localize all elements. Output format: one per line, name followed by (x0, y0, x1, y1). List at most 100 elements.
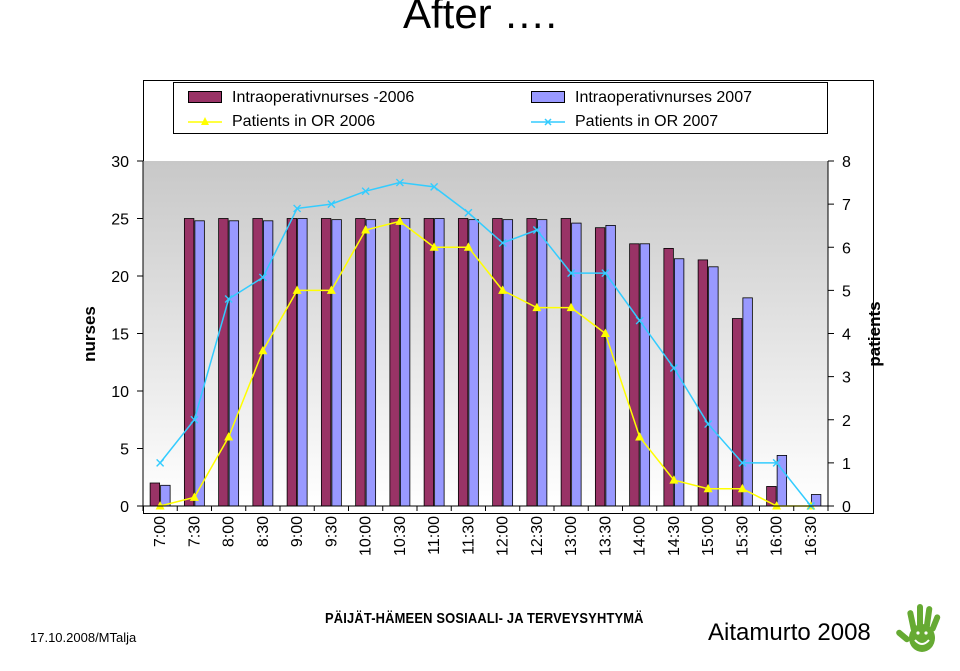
x-tick-label: 10:00 (358, 516, 375, 556)
point-series3-1600 (772, 501, 782, 510)
point-series4-1030 (395, 178, 404, 187)
line-series4 (159, 181, 812, 507)
bar-series1-1130 (457, 218, 469, 507)
y-right-tick-label: 3 (842, 370, 851, 387)
point-series4-730 (190, 415, 199, 424)
legend-swatch-nurses-2006 (188, 91, 222, 103)
point-series3-1030 (395, 216, 405, 225)
x-tick-label: 12:30 (529, 516, 546, 556)
x-tick-label: 11:30 (460, 516, 477, 555)
point-series3-830 (258, 345, 268, 355)
y-left-tick-label: 10 (111, 384, 129, 401)
x-tick-label: 16:00 (769, 516, 786, 556)
point-series4-1330 (601, 269, 610, 278)
point-series3-1200 (498, 285, 508, 294)
point-series4-700 (156, 458, 165, 467)
bar-series2-1130 (468, 219, 479, 507)
legend-label-patients-2006: Patients in OR 2006 (232, 113, 376, 130)
bar-series2-1600 (776, 454, 788, 507)
x-tick-label: 8:30 (255, 516, 272, 547)
bar-series2-800 (228, 220, 240, 507)
point-series4-1430 (669, 364, 678, 372)
point-series3-1500 (703, 483, 713, 493)
legend-marker-patients-2006 (188, 117, 222, 125)
point-series4-930 (327, 200, 336, 209)
bar-series2-1030 (399, 218, 411, 507)
y-left-tick-label: 0 (120, 499, 129, 516)
bar-series2-1000 (365, 219, 377, 507)
bar-series2-930 (331, 219, 342, 507)
x-tick-label: 7:30 (186, 516, 203, 547)
bar-series1-1030 (389, 218, 400, 507)
y-right-tick-label: 7 (842, 197, 851, 214)
point-series3-1430 (669, 475, 679, 484)
legend-label-patients-2007: Patients in OR 2007 (575, 113, 719, 130)
bar-series1-930 (320, 218, 332, 507)
bar-series1-1500 (697, 259, 709, 507)
x-tick-label: 12:00 (495, 516, 512, 556)
bar-series1-1100 (423, 218, 435, 507)
point-series4-800 (224, 295, 233, 303)
point-series3-1400 (635, 432, 645, 441)
y-left-tick-label: 30 (111, 154, 129, 171)
point-series3-700 (155, 501, 165, 510)
bar-series2-700 (160, 484, 171, 507)
y-left-tick-label: 20 (111, 269, 129, 286)
slide-title: After …. (402, 0, 558, 37)
point-series3-1000 (361, 225, 371, 234)
bar-series2-900 (297, 218, 308, 507)
bar-series2-1230 (536, 219, 548, 507)
bar-series1-1430 (663, 247, 674, 507)
y-right-tick-label: 0 (842, 499, 851, 516)
footer-event: Aitamurto 2008 (708, 619, 871, 646)
x-tick-label: 14:00 (632, 516, 649, 556)
x-tick-label: 13:30 (597, 516, 614, 556)
footer-organization: PÄIJÄT-HÄMEEN SOSIAALI- JA TERVEYSYHTYMÄ (325, 610, 644, 627)
point-series3-800 (224, 432, 234, 441)
y-right-tick-label: 2 (842, 413, 851, 430)
point-series3-1300 (566, 302, 576, 312)
bar-series1-1400 (629, 243, 640, 507)
x-tick-label: 15:30 (734, 516, 751, 556)
y-axis-title-right: patients (865, 301, 884, 366)
x-tick-label: 10:30 (392, 516, 409, 556)
point-series3-730 (189, 492, 199, 501)
y-right-tick-label: 1 (842, 456, 851, 473)
bar-series2-830 (262, 220, 274, 507)
y-right-tick-label: 4 (842, 327, 851, 344)
y-right-tick-label: 8 (842, 154, 851, 171)
legend-swatch-nurses-2007 (531, 91, 565, 103)
y-left-tick-label: 15 (111, 327, 129, 344)
bar-series2-1530 (742, 297, 753, 507)
point-series4-1000 (361, 187, 370, 196)
point-series4-830 (258, 273, 267, 282)
bar-series1-1330 (594, 227, 606, 507)
bar-series1-900 (286, 218, 298, 507)
x-tick-label: 15:00 (700, 516, 717, 556)
hand-logo-icon (896, 604, 941, 652)
bar-series1-1230 (526, 218, 537, 507)
point-series4-1230 (532, 226, 541, 234)
point-series4-1300 (567, 269, 576, 278)
legend: Intraoperativnurses -2006 Intraoperativn… (173, 82, 828, 134)
point-series4-1400 (635, 316, 644, 325)
bar-series1-700 (149, 482, 161, 507)
y-left-tick-label: 25 (111, 212, 129, 229)
bar-series1-730 (183, 218, 195, 507)
bar-series2-1400 (639, 243, 651, 507)
y-right-tick-label: 5 (842, 283, 851, 300)
point-series3-900 (292, 285, 302, 294)
x-tick-label: 9:00 (289, 516, 306, 547)
point-series3-930 (326, 285, 336, 294)
point-series3-1530 (737, 483, 747, 493)
x-tick-label: 7:00 (152, 516, 169, 547)
bar-series2-1100 (434, 218, 445, 507)
point-series4-1100 (430, 182, 439, 191)
x-tick-label: 8:00 (221, 516, 238, 547)
y-right-tick-label: 6 (842, 240, 851, 257)
x-tick-label: 9:30 (323, 516, 340, 547)
footer-date: 17.10.2008/MTalja (30, 630, 137, 645)
point-series3-1130 (463, 242, 473, 251)
x-tick-label: 11:00 (426, 516, 443, 555)
